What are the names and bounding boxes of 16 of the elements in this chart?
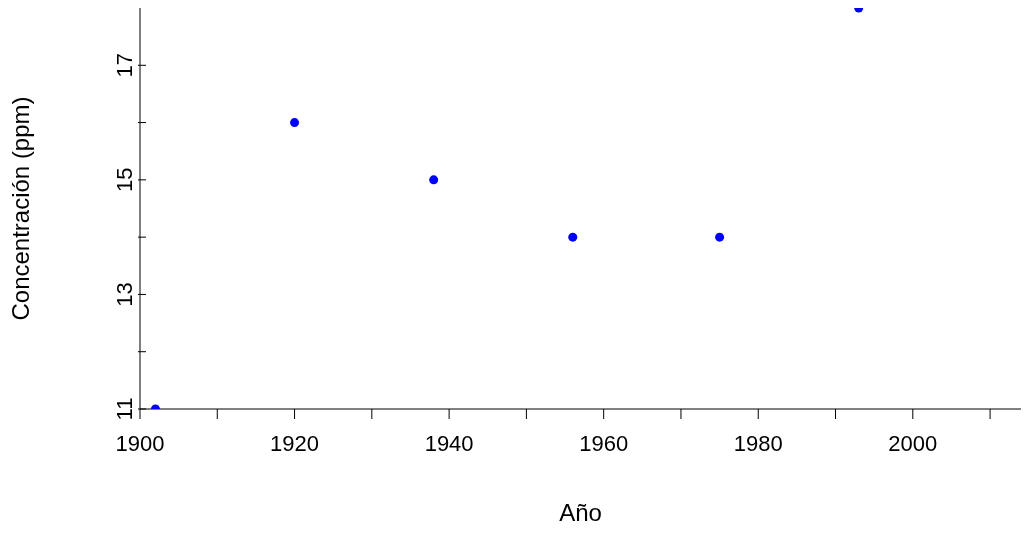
point bbox=[290, 118, 300, 128]
y-axis-title: Concentración (ppm) bbox=[6, 96, 34, 321]
x-tick-label: 1960 bbox=[579, 430, 629, 456]
point bbox=[568, 232, 578, 242]
y-tick-label: 13 bbox=[112, 282, 137, 307]
point bbox=[429, 175, 439, 185]
x-tick-label: 1940 bbox=[424, 430, 474, 456]
x-tick-label: 2000 bbox=[888, 430, 938, 456]
x-tick-label: 1920 bbox=[270, 430, 320, 456]
x-tick-label: 1900 bbox=[115, 430, 165, 456]
y-tick-label: 17 bbox=[112, 53, 137, 78]
y-tick-label: 11 bbox=[112, 397, 137, 421]
y-tick-label: 15 bbox=[112, 167, 137, 193]
x-tick-label: 1980 bbox=[733, 430, 783, 456]
point bbox=[715, 232, 725, 242]
x-axis-title: Año bbox=[559, 499, 602, 526]
